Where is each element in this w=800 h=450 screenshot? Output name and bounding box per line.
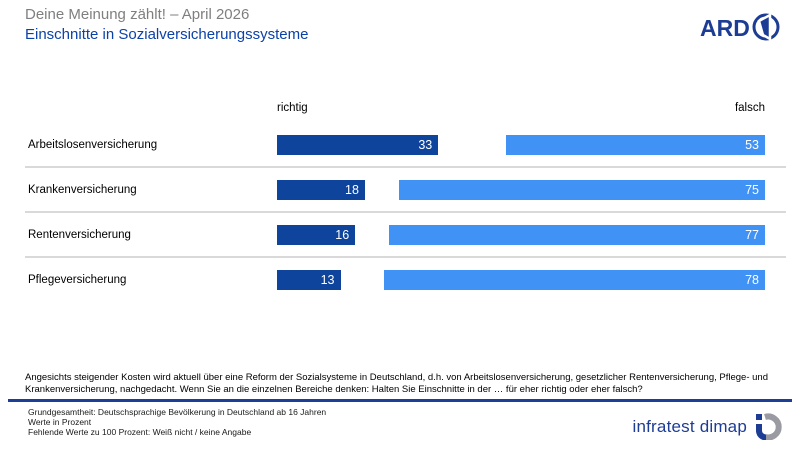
bar-falsch: 78 <box>383 270 765 290</box>
bar-richtig: 18 <box>277 180 365 200</box>
row-divider <box>25 256 786 258</box>
survey-question-text: Angesichts steigender Kosten wird aktuel… <box>25 372 768 395</box>
infratest-dimap-wordmark: infratest dimap <box>632 416 747 436</box>
footer-note-population: Grundgesamtheit: Deutschsprachige Bevölk… <box>28 407 327 417</box>
ard-logo: ARD <box>700 9 782 50</box>
category-label: Krankenversicherung <box>28 184 137 196</box>
bar-falsch: 53 <box>506 135 765 155</box>
bar-falsch: 77 <box>388 225 765 245</box>
ard-one-icon: ARD <box>700 12 780 42</box>
svg-text:ARD: ARD <box>700 15 750 41</box>
column-header-richtig: richtig <box>277 102 308 114</box>
bar-richtig: 33 <box>277 135 439 155</box>
footer-divider-rule <box>8 399 792 402</box>
page-title: Einschnitte in Sozialversicherungssystem… <box>25 26 309 43</box>
category-label: Arbeitslosenversicherung <box>28 139 158 151</box>
column-header-falsch: falsch <box>734 102 765 114</box>
bar-richtig: 16 <box>277 225 356 245</box>
slide-supertitle: Deine Meinung zählt! – April 2026 <box>25 6 250 23</box>
row-divider <box>25 211 786 213</box>
infratest-dimap-brand: infratest dimap <box>633 413 783 440</box>
category-label: Pflegeversicherung <box>28 274 127 286</box>
row-divider <box>25 166 786 168</box>
footer-note-missing: Fehlende Werte zu 100 Prozent: Weiß nich… <box>28 427 252 437</box>
footer-note-unit: Werte in Prozent <box>28 417 92 427</box>
bar-richtig: 13 <box>277 270 341 290</box>
category-label: Rentenversicherung <box>28 229 131 241</box>
footer-notes: Grundgesamtheit: Deutschsprachige Bevölk… <box>28 407 326 437</box>
bar-falsch: 75 <box>398 180 765 200</box>
infratest-dimap-logo-icon <box>756 413 782 440</box>
